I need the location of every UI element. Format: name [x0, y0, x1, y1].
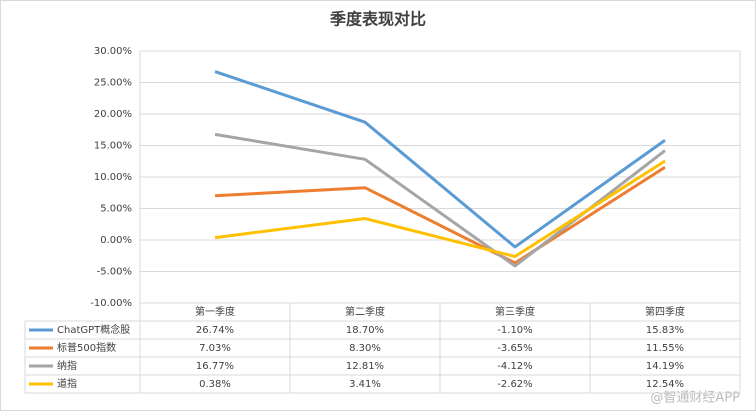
table-value: 3.41%: [349, 379, 381, 390]
legend-label: 纳指: [57, 359, 77, 372]
table-value: -2.62%: [497, 379, 532, 390]
y-tick-label: 15.00%: [94, 141, 132, 152]
table-value: -1.10%: [497, 325, 532, 336]
category-label: 第二季度: [345, 305, 385, 318]
y-tick-label: 5.00%: [100, 204, 132, 215]
table-value: 12.81%: [346, 361, 384, 372]
y-tick-label: 25.00%: [94, 78, 132, 89]
series-line: [214, 70, 666, 249]
table-value: 16.77%: [196, 361, 234, 372]
legend-label: 标普500指数: [57, 341, 116, 354]
y-tick-label: 30.00%: [94, 46, 132, 57]
table-value: 14.19%: [646, 361, 684, 372]
table-value: 0.38%: [199, 379, 231, 390]
watermark: @智通财经APP: [650, 391, 740, 406]
legend-label: ChatGPT概念股: [57, 323, 130, 336]
legend-label: 道指: [57, 377, 77, 390]
y-tick-label: 0.00%: [100, 235, 132, 246]
y-tick-label: 10.00%: [94, 172, 132, 183]
table-value: 8.30%: [349, 343, 381, 354]
category-label: 第一季度: [195, 305, 235, 318]
series-line: [214, 159, 666, 259]
y-tick-label: -10.00%: [90, 298, 132, 309]
y-tick-label: 20.00%: [94, 109, 132, 120]
category-label: 第四季度: [645, 305, 685, 318]
table-value: 18.70%: [346, 325, 384, 336]
table-value: 26.74%: [196, 325, 234, 336]
table-value: -3.65%: [497, 343, 532, 354]
chart-title: 季度表现对比: [329, 10, 426, 29]
table-value: -4.12%: [497, 361, 532, 372]
table-value: 15.83%: [646, 325, 684, 336]
table-value: 12.54%: [646, 379, 684, 390]
category-label: 第三季度: [495, 305, 535, 318]
y-tick-label: -5.00%: [97, 267, 132, 278]
series-line: [214, 165, 666, 265]
table-value: 7.03%: [199, 343, 231, 354]
table-value: 11.55%: [646, 343, 684, 354]
